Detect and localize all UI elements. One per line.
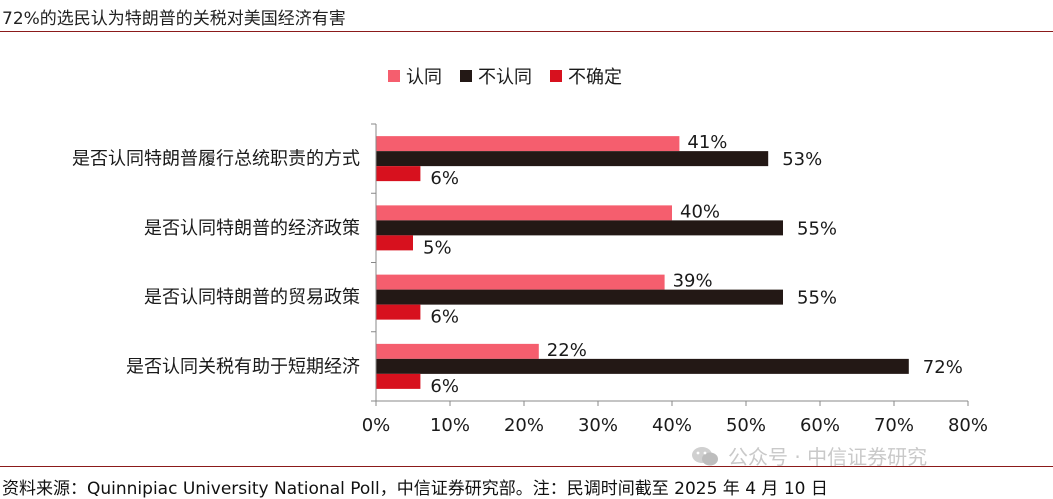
legend-label-agree: 认同	[406, 67, 442, 88]
category-label: 是否认同特朗普的贸易政策	[144, 287, 360, 308]
watermark-text: 公众号 · 中信证券研究	[728, 445, 928, 469]
data-label-unsure: 6%	[430, 376, 459, 397]
wechat-icon	[692, 446, 718, 465]
source-note: 资料来源：Quinnipiac University National Poll…	[2, 479, 828, 499]
data-label-agree: 41%	[687, 132, 727, 153]
x-tick-label: 70%	[874, 415, 914, 436]
x-tick-label: 50%	[726, 415, 766, 436]
legend-item-unsure: 不确定	[550, 63, 622, 89]
chart-title: 72%的选民认为特朗普的关税对美国经济有害	[2, 9, 346, 29]
x-tick-label: 40%	[652, 415, 692, 436]
bar-unsure	[376, 373, 421, 389]
bar-disagree	[376, 358, 909, 374]
data-label-disagree: 55%	[797, 288, 837, 309]
data-label-disagree: 72%	[923, 357, 963, 378]
category-label: 是否认同特朗普履行总统职责的方式	[72, 149, 360, 170]
bar-agree	[376, 343, 539, 359]
x-tick-label: 80%	[948, 415, 988, 436]
bar-agree	[376, 274, 665, 290]
bar-disagree	[376, 151, 769, 167]
data-label-disagree: 55%	[797, 218, 837, 239]
data-label-agree: 22%	[547, 340, 587, 361]
legend-swatch-unsure	[550, 70, 562, 82]
watermark: 公众号 · 中信证券研究	[690, 441, 927, 470]
bar-unsure	[376, 304, 421, 320]
data-label-agree: 39%	[673, 271, 713, 292]
legend-swatch-disagree	[460, 70, 472, 82]
x-tick-label: 10%	[430, 415, 470, 436]
data-label-disagree: 53%	[782, 149, 822, 170]
data-label-agree: 40%	[680, 201, 720, 222]
legend-swatch-agree	[388, 70, 400, 82]
legend: 认同 不认同 不确定	[388, 63, 622, 89]
bar-agree	[376, 136, 680, 152]
data-label-unsure: 6%	[430, 307, 459, 328]
legend-item-disagree: 不认同	[460, 63, 532, 89]
bar-unsure	[376, 166, 421, 182]
bar-unsure	[376, 235, 413, 251]
x-tick-label: 30%	[578, 415, 618, 436]
legend-label-disagree: 不认同	[478, 67, 532, 88]
x-tick-label: 60%	[800, 415, 840, 436]
x-tick-label: 20%	[504, 415, 544, 436]
data-label-unsure: 6%	[430, 168, 459, 189]
bottom-rule	[0, 466, 1053, 467]
top-rule	[0, 31, 1053, 32]
bar-disagree	[376, 220, 783, 236]
legend-label-unsure: 不确定	[568, 67, 622, 88]
category-label: 是否认同关税有助于短期经济	[126, 356, 360, 377]
legend-item-agree: 认同	[388, 63, 442, 89]
data-label-unsure: 5%	[423, 237, 452, 258]
x-tick-label: 0%	[362, 415, 391, 436]
bar-agree	[376, 205, 672, 221]
category-label: 是否认同特朗普的经济政策	[144, 218, 360, 239]
bar-disagree	[376, 289, 783, 305]
